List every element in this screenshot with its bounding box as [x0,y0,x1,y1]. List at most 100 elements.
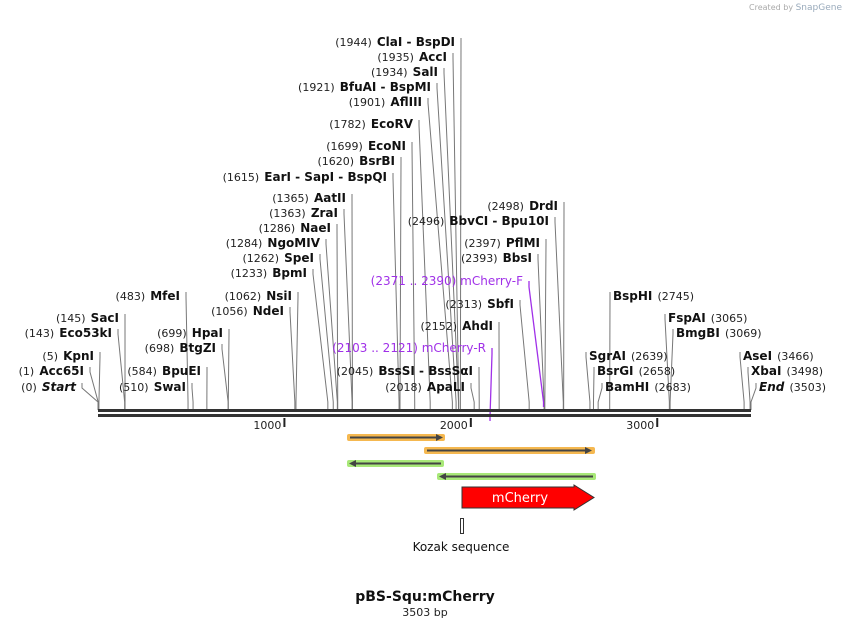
enzyme-site-bsrgi[interactable]: BsrGI (2658) [597,360,675,379]
enzyme-site-eco53ki[interactable]: (143) Eco53kI [25,322,112,341]
enzyme-site-eari-sapi-bspqi[interactable]: (1615) EarI - SapI - BspQI [223,166,387,185]
enzyme-site-nsii[interactable]: (1062) NsiI [225,285,292,304]
site-position: (1620) [318,155,355,168]
site-position: (510) [119,381,149,394]
site-position: (1363) [269,207,306,220]
orange-feature-1 [347,434,445,441]
primer-mcherry-r[interactable]: (2103 .. 2121) mCherry-R [332,341,486,355]
enzyme-site-end[interactable]: End (3503) [759,376,826,395]
enzyme-site-ahdi[interactable]: (2152) AhdI [420,315,493,334]
enzyme-site-drdi[interactable]: (2498) DrdI [487,195,558,214]
enzyme-name: EcoRV [371,117,414,131]
enzyme-site-spei[interactable]: (1262) SpeI [242,247,314,266]
tick-label-1000: 1000 [253,419,281,432]
site-line-kpni [98,352,101,410]
enzyme-site-asei[interactable]: AseI (3466) [743,345,814,364]
enzyme-site-saci[interactable]: (145) SacI [56,307,119,326]
site-line-asei [739,352,745,410]
site-line-bsrgi [592,367,595,410]
enzyme-site-naei[interactable]: (1286) NaeI [259,217,331,236]
enzyme-name: HpaI [192,326,223,340]
enzyme-name: Acc65I [39,364,84,378]
site-position: (2393) [461,252,498,265]
site-position: (3503) [789,381,826,394]
site-line-eari-sapi-bspqi [392,173,400,410]
enzyme-name: Start [42,380,77,394]
site-line-mfei [185,292,189,410]
site-line-start [81,383,99,410]
enzyme-name: NsiI [266,289,292,303]
enzyme-site-hpai[interactable]: (699) HpaI [157,322,223,341]
enzyme-site-mfei[interactable]: (483) MfeI [116,285,180,304]
site-position: (2496) [408,215,445,228]
enzyme-site-xbai[interactable]: XbaI (3498) [751,360,823,379]
enzyme-site-start[interactable]: (0) Start [21,376,77,395]
site-position: (2639) [631,350,668,363]
enzyme-name: XbaI [751,364,781,378]
enzyme-site-bsssi-bsss-i[interactable]: (2045) BssSI - BssSαI [337,360,473,379]
enzyme-site-acci[interactable]: (1935) AccI [377,46,447,65]
primer-mcherry-f[interactable]: (2371 .. 2390) mCherry-F [371,274,523,288]
enzyme-site-acc65i[interactable]: (1) Acc65I [19,360,84,379]
site-position: (2152) [420,320,457,333]
enzyme-name: AccI [419,50,447,64]
kozak-feature[interactable] [460,518,464,534]
site-position: (2018) [385,381,422,394]
site-line-sbfi [519,300,530,410]
enzyme-site-btgzi[interactable]: (698) BtgZI [145,337,216,356]
site-position: (1934) [371,66,408,79]
site-position: (2397) [464,237,501,250]
enzyme-site-bfuai-bspmi[interactable]: (1921) BfuAI - BspMI [298,76,431,95]
site-line-ngomiv [325,239,338,410]
enzyme-site-kpni[interactable]: (5) KpnI [42,345,94,364]
enzyme-name: Eco53kI [59,326,112,340]
site-position: (1062) [225,290,262,303]
enzyme-site-bbvci-bpu10i[interactable]: (2496) BbvCI - Bpu10I [408,210,549,229]
enzyme-name: BssSI - BssSαI [378,364,473,378]
site-position: (1615) [223,171,260,184]
mcherry-label: mCherry [492,491,548,506]
site-labels: (1944) ClaI - BspDI(1935) AccI(1934) Sal… [19,31,826,395]
enzyme-site-pflmi[interactable]: (2397) PflMI [464,232,540,251]
enzyme-site-swai[interactable]: (510) SwaI [119,376,186,395]
primer-line-mcherry-r [489,348,493,421]
site-position: (699) [157,327,187,340]
enzyme-site-bsphi[interactable]: BspHI (2745) [613,285,694,304]
enzyme-site-ngomiv[interactable]: (1284) NgoMIV [226,232,321,251]
site-position: (2745) [657,290,694,303]
credit-brand: SnapGene [795,3,842,13]
enzyme-name: SbfI [487,297,514,311]
enzyme-site-bamhi[interactable]: BamHI (2683) [605,376,691,395]
enzyme-site-bpmi[interactable]: (1233) BpmI [231,262,307,281]
site-line-hpai [227,329,230,410]
enzyme-name: SacI [91,311,119,325]
site-position: (3498) [787,365,824,378]
enzyme-site-apali[interactable]: (2018) ApaLI [385,376,465,395]
enzyme-site-sgrai[interactable]: SgrAI (2639) [589,345,668,364]
enzyme-site-aatii[interactable]: (1365) AatII [272,187,346,206]
enzyme-site-sbfi[interactable]: (2313) SbfI [445,293,514,312]
enzyme-site-ndei[interactable]: (1056) NdeI [211,300,284,319]
enzyme-site-bmgbi[interactable]: BmgBI (3069) [676,322,762,341]
enzyme-site-afliii[interactable]: (1901) AflIII [349,91,422,110]
site-position: (1901) [349,96,386,109]
enzyme-site-bsrbi[interactable]: (1620) BsrBI [318,150,396,169]
enzyme-name: BpmI [272,266,307,280]
enzyme-name: BpuEI [162,364,201,378]
enzyme-site-sali[interactable]: (1934) SalI [371,61,438,80]
site-line-bbvci-bpu10i [554,217,564,410]
enzyme-site-ecorv[interactable]: (1782) EcoRV [329,113,413,132]
enzyme-site-bbsi[interactable]: (2393) BbsI [461,247,532,266]
enzyme-site-clai-bspdi[interactable]: (1944) ClaI - BspDI [335,31,455,50]
enzyme-name: KpnI [63,349,94,363]
site-position: (2045) [337,365,374,378]
site-position: (145) [56,312,86,325]
enzyme-site-fspai[interactable]: FspAI (3065) [668,307,747,326]
enzyme-site-bpuei[interactable]: (584) BpuEI [127,360,201,379]
enzyme-site-econi[interactable]: (1699) EcoNI [326,135,406,154]
site-position: (1935) [377,51,414,64]
mcherry-feature[interactable]: mCherry [461,484,595,511]
site-line-naei [336,224,339,410]
enzyme-name: SalI [413,65,438,79]
enzyme-site-zrai[interactable]: (1363) ZraI [269,202,338,221]
